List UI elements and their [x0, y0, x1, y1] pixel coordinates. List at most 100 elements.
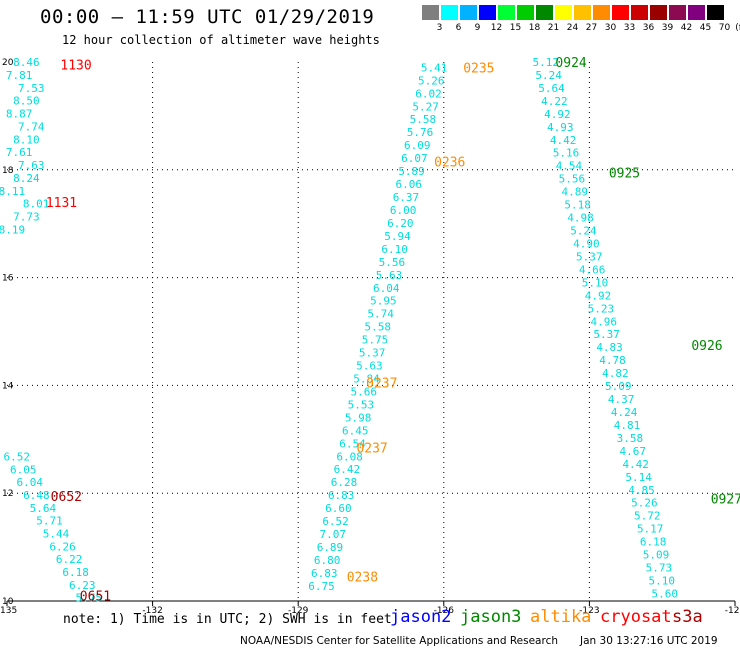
legend-label-24: 24	[566, 23, 579, 33]
legend-label-18: 18	[528, 23, 541, 33]
swh-value-label: 6.18	[640, 536, 667, 549]
pass-time-label: 1130	[60, 59, 91, 74]
legend-label-15: 15	[509, 23, 522, 33]
swh-value-label: 6.26	[49, 540, 76, 553]
swh-value-label: 7.61	[6, 146, 33, 159]
swh-value-label: 6.18	[62, 566, 89, 579]
swh-value-label: 8.01	[23, 198, 50, 211]
swh-value-label: 4.24	[611, 406, 638, 419]
swh-value-label: 5.37	[576, 250, 603, 263]
swh-value-label: 5.76	[407, 126, 434, 139]
swh-value-label: 5.74	[367, 308, 394, 321]
swh-value-label: 4.92	[585, 289, 612, 302]
legend-label-12: 12	[490, 23, 503, 33]
lat-tick-label: 14	[2, 381, 14, 391]
swh-value-label: 5.18	[564, 199, 591, 212]
swh-value-label: 5.73	[646, 562, 673, 575]
swh-value-label: 6.60	[325, 502, 352, 515]
swh-value-label: 5.09	[605, 380, 632, 393]
swh-value-label: 4.83	[596, 341, 623, 354]
swh-value-label: 5.53	[348, 398, 375, 411]
lat-tick-label: 16	[2, 274, 14, 284]
swh-value-label: 6.52	[322, 515, 349, 528]
swh-value-label: 8.46	[13, 56, 40, 69]
swh-value-label: 5.23	[588, 302, 615, 315]
pass-time-label: 0237	[356, 441, 387, 456]
swh-value-label: 6.06	[396, 178, 423, 191]
swh-value-label: 4.89	[561, 186, 588, 199]
legend-swatch-70	[707, 5, 724, 20]
swh-value-label: 5.24	[570, 225, 597, 238]
legend-label-9: 9	[474, 23, 481, 33]
lon-tick-label: -129	[288, 606, 309, 616]
swh-value-label: 3.58	[617, 432, 644, 445]
swh-value-label: 4.42	[550, 134, 577, 147]
legend-swatch-36	[631, 5, 648, 20]
pass-time-label: 0651	[80, 590, 111, 605]
swh-value-label: 5.27	[412, 100, 439, 113]
swh-value-label: 6.89	[317, 541, 344, 554]
swh-value-label: 4.37	[608, 393, 635, 406]
swh-value-label: 6.04	[373, 282, 400, 295]
swh-value-label: 5.66	[350, 385, 377, 398]
swh-value-label: 5.58	[410, 113, 437, 126]
swh-value-label: 7.63	[18, 159, 45, 172]
swh-value-label: 4.93	[547, 121, 574, 134]
legend-label-70: 70	[718, 23, 731, 33]
legend-label-21: 21	[547, 23, 560, 33]
legend-label-39: 39	[661, 23, 674, 33]
swh-value-label: 6.48	[23, 489, 50, 502]
pass-time-label: 0235	[463, 61, 494, 76]
swh-value-label: 6.07	[401, 152, 428, 165]
page-title: 00:00 – 11:59 UTC 01/29/2019	[40, 6, 375, 28]
swh-value-label: 5.72	[634, 510, 661, 523]
legend-label-36: 36	[642, 23, 655, 33]
swh-value-label: 6.00	[390, 204, 417, 217]
swh-value-label: 5.16	[553, 147, 580, 160]
swh-value-label: 5.14	[625, 471, 652, 484]
swh-value-label: 5.44	[43, 528, 70, 541]
satellite-legend-altika: altika	[530, 607, 592, 627]
swh-value-label: 7.81	[6, 69, 33, 82]
swh-value-label: 4.54	[556, 160, 583, 173]
swh-value-label: 4.22	[541, 95, 568, 108]
legend-label-42: 42	[680, 23, 693, 33]
legend-swatch-24	[555, 5, 572, 20]
legend-swatch-9	[460, 5, 477, 20]
swh-value-label: 6.52	[3, 451, 30, 464]
swh-value-label: 5.75	[76, 592, 103, 605]
pass-time-label: 0237	[366, 377, 397, 392]
swh-value-label: 6.20	[387, 217, 414, 230]
legend-swatch-18	[517, 5, 534, 20]
legend-swatch-30	[593, 5, 610, 20]
swh-value-label: 7.73	[13, 211, 40, 224]
swh-value-label: 5.56	[559, 173, 586, 186]
legend-swatch-3	[422, 5, 439, 20]
lat-tick-label: 12	[2, 489, 13, 499]
swh-value-label: 6.02	[415, 87, 442, 100]
swh-value-label: 5.95	[370, 295, 397, 308]
swh-value-label: 5.75	[362, 334, 389, 347]
swh-value-label: 6.54	[339, 437, 366, 450]
footer-note: note: 1) Time is in UTC; 2) SWH is in fe…	[63, 612, 392, 627]
swh-value-label: 4.96	[591, 315, 618, 328]
swh-value-label: 6.37	[393, 191, 420, 204]
legend-swatch-42	[669, 5, 686, 20]
swh-value-label: 6.22	[56, 553, 83, 566]
swh-value-label: 5.63	[376, 269, 403, 282]
swh-value-label: 5.64	[538, 82, 565, 95]
swh-value-label: 7.74	[18, 120, 45, 133]
swh-value-label: 8.50	[13, 95, 40, 108]
legend-label-45: 45	[699, 23, 712, 33]
pass-time-label: 0238	[347, 571, 378, 586]
pass-time-label: 0924	[555, 56, 586, 71]
swh-value-label: 5.09	[643, 549, 670, 562]
legend-label-30: 30	[604, 23, 617, 33]
lon-tick-label: -123	[579, 606, 599, 616]
pass-time-label: 1131	[46, 196, 77, 211]
swh-value-label: 5.26	[631, 497, 658, 510]
swh-value-label: 5.60	[651, 587, 678, 600]
swh-value-label: 5.89	[398, 165, 425, 178]
